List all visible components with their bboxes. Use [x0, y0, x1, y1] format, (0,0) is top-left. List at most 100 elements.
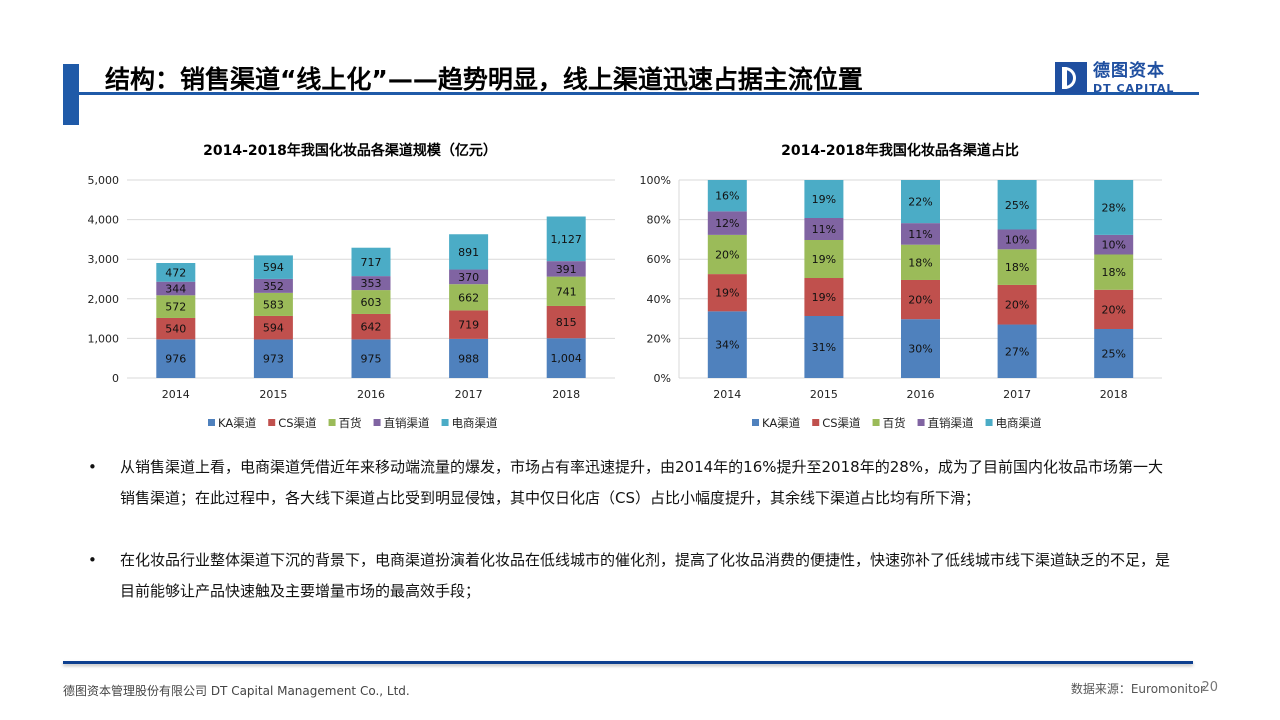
bar-segment — [804, 316, 844, 378]
data-label: 352 — [263, 280, 284, 293]
data-label: 19% — [812, 253, 836, 266]
bar-segment — [351, 313, 391, 340]
chart-channel-scale: 2014-2018年我国化妆品各渠道规模（亿元） 0 1,000 2,000 3,00… — [80, 140, 620, 440]
data-label: 976 — [165, 353, 186, 366]
data-label: 20% — [1005, 299, 1029, 312]
bullet-marker: • — [88, 551, 97, 569]
data-label: 353 — [361, 277, 382, 290]
footer-divider — [63, 661, 1193, 664]
data-label: 975 — [361, 353, 382, 366]
bar-segment — [901, 180, 940, 224]
data-label: 594 — [263, 322, 284, 335]
legend-swatch — [328, 419, 336, 426]
bullet-text: 在化妆品行业整体渠道下沉的背景下，电商渠道扮演着化妆品在低线城市的催化剂，提高了… — [120, 551, 1171, 600]
data-label: 27% — [1005, 345, 1029, 358]
data-label: 28% — [1101, 201, 1125, 214]
legend-label: KA渠道 — [762, 416, 801, 430]
data-label: 10% — [1005, 233, 1029, 246]
bar-segment — [156, 281, 196, 296]
bar-segment — [546, 216, 586, 262]
y-tick-label: 1,000 — [88, 332, 120, 345]
y-tick-label: 80% — [647, 214, 671, 227]
data-label: 34% — [715, 339, 739, 352]
data-label: 19% — [812, 291, 836, 304]
bar-segment — [707, 180, 747, 212]
chart-title: 2014-2018年我国化妆品各渠道占比 — [781, 143, 1019, 159]
page-number: 20 — [1201, 680, 1218, 695]
x-tick-label: 2018 — [552, 388, 580, 401]
data-label: 603 — [361, 296, 382, 309]
bar-segment — [804, 180, 844, 218]
y-tick-label: 0% — [654, 372, 671, 385]
data-label: 973 — [263, 353, 284, 366]
data-label: 344 — [165, 283, 186, 296]
bar-segment — [156, 339, 196, 378]
x-tick-label: 2016 — [907, 388, 935, 401]
bar-segment — [546, 261, 586, 277]
bar-segment — [351, 247, 391, 277]
data-label: 988 — [458, 352, 479, 365]
data-label: 719 — [458, 319, 479, 332]
data-label: 10% — [1101, 239, 1125, 252]
y-tick-label: 20% — [647, 332, 671, 345]
data-label: 1,127 — [550, 233, 582, 246]
footer-company: 德图资本管理股份有限公司 DT Capital Management Co., … — [63, 684, 410, 698]
data-label: 30% — [908, 343, 932, 356]
bar-segment — [997, 180, 1037, 230]
data-label: 20% — [908, 294, 932, 307]
bar-segment — [351, 339, 391, 378]
y-tick-label: 4,000 — [88, 214, 120, 227]
data-label: 370 — [458, 271, 479, 284]
x-tick-label: 2014 — [713, 388, 741, 401]
data-label: 18% — [908, 256, 932, 269]
title-underline — [79, 92, 1199, 95]
company-logo: 德图资本 DT CAPITAL — [1055, 62, 1174, 94]
data-label: 540 — [165, 323, 186, 336]
bar-segment — [546, 338, 586, 378]
x-tick-label: 2014 — [162, 388, 190, 401]
page-title: 结构：销售渠道“线上化”——趋势明显，线上渠道迅速占据主流位置 — [105, 65, 863, 94]
legend-swatch — [917, 419, 925, 426]
bar-segment — [253, 292, 293, 316]
legend-label: 百货 — [339, 416, 362, 430]
bar-segment — [449, 269, 489, 285]
x-tick-label: 2015 — [259, 388, 287, 401]
data-label: 741 — [556, 285, 577, 298]
legend-swatch — [752, 419, 759, 426]
bar-segment — [901, 319, 940, 378]
data-label: 11% — [812, 223, 836, 236]
data-label: 12% — [715, 217, 739, 230]
data-label: 18% — [1101, 266, 1125, 279]
bar-segment — [804, 218, 844, 240]
bar-segment — [901, 279, 940, 320]
data-label: 1,004 — [550, 352, 582, 365]
bullet-item: • 从销售渠道上看，电商渠道凭借近年来移动端流量的爆发，市场占有率迅速提升，由2… — [88, 452, 1178, 514]
bar-segment — [1094, 254, 1134, 290]
data-label: 662 — [458, 291, 479, 304]
footer-source: 数据来源：Euromonitor — [1070, 682, 1205, 696]
data-label: 594 — [263, 261, 284, 274]
legend-label: 电商渠道 — [996, 416, 1042, 430]
bar-segment — [707, 274, 747, 312]
bar-segment — [449, 338, 489, 378]
legend-swatch — [872, 419, 880, 426]
bar-segment — [707, 311, 747, 378]
bar-segment — [804, 278, 844, 316]
x-tick-label: 2015 — [810, 388, 838, 401]
bar-segment — [546, 305, 586, 339]
data-label: 16% — [715, 190, 739, 203]
y-tick-label: 0 — [112, 372, 119, 385]
bullet-list: • 从销售渠道上看，电商渠道凭借近年来移动端流量的爆发，市场占有率迅速提升，由2… — [88, 452, 1178, 607]
legend-label: CS渠道 — [278, 416, 317, 430]
data-label: 20% — [1101, 303, 1125, 316]
bar-segment — [901, 223, 940, 245]
bullet-text: 从销售渠道上看，电商渠道凭借近年来移动端流量的爆发，市场占有率迅速提升，由201… — [120, 458, 1164, 507]
x-tick-label: 2017 — [455, 388, 483, 401]
bar-segment — [351, 276, 391, 291]
data-label: 22% — [908, 196, 932, 209]
logo-d-icon — [1055, 62, 1087, 94]
bar-segment — [997, 284, 1037, 325]
x-tick-label: 2016 — [357, 388, 385, 401]
bar-segment — [449, 234, 489, 270]
data-label: 391 — [556, 263, 577, 276]
